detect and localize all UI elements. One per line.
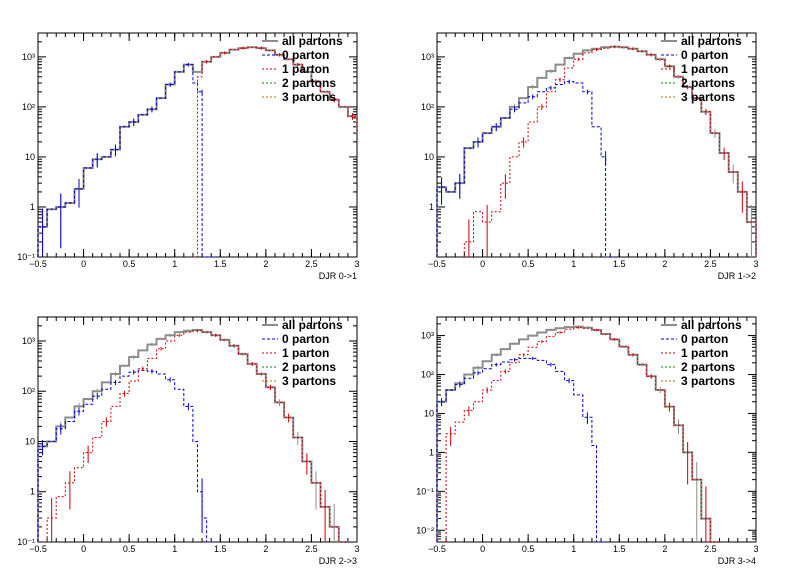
- y-tick-label: 10⁻¹: [416, 486, 434, 496]
- x-tick-label: 0: [480, 259, 485, 269]
- x-tick-label: −0.5: [428, 259, 446, 269]
- y-tick-label: 10⁻²: [416, 525, 434, 535]
- x-axis-label: DJR 3->4: [718, 556, 756, 566]
- panel-4: −0.5 0 0.5 1 1.5 2 2.5 3 10⁻² 10⁻¹ 1 10 10² 10³ DJR 3-…: [416, 316, 759, 566]
- y-tick-label: 10³: [421, 331, 434, 341]
- series-1-parton: [463, 46, 757, 257]
- legend-entry: all partons: [282, 318, 343, 332]
- x-tick-label: 3: [753, 259, 758, 269]
- legend-entry: 0 parton: [681, 332, 728, 346]
- x-tick-label: 1.5: [214, 544, 227, 554]
- y-tick-label: 10²: [22, 386, 35, 396]
- series-0-parton: [436, 357, 606, 543]
- y-tick-label: 10⁻¹: [17, 537, 35, 547]
- x-axis-label: DJR 2->3: [319, 556, 357, 566]
- legend-entry: 3 partons: [282, 374, 336, 388]
- legend-entry: 3 partons: [681, 374, 735, 388]
- x-tick-label: −0.5: [29, 259, 47, 269]
- plot-frame: [37, 316, 358, 543]
- x-tick-label: 3: [753, 544, 758, 554]
- y-tick-label: 10²: [22, 102, 35, 112]
- legend-entry: 3 partons: [681, 90, 735, 104]
- x-tick-label: 3: [354, 259, 359, 269]
- x-tick-label: 2: [662, 544, 667, 554]
- series-0-parton: [37, 369, 216, 543]
- x-tick-label: 1: [172, 259, 177, 269]
- x-axis-label: DJR 1->2: [718, 271, 756, 281]
- panel-1: −0.5 0 0.5 1 1.5 2 2.5 3 10⁻¹ 1 10 10² 10³ DJR 0->1 al…: [17, 32, 360, 281]
- series-1-parton: [192, 46, 358, 258]
- legend-entry: 2 partons: [282, 76, 336, 90]
- plot-frame: [436, 32, 757, 258]
- legend-entry: 1 parton: [282, 346, 329, 360]
- y-tick-label: 10³: [22, 336, 35, 346]
- x-tick-label: 1.5: [613, 544, 626, 554]
- x-tick-label: 1: [571, 259, 576, 269]
- legend-entry: 1 parton: [681, 346, 728, 360]
- legend-entry: 2 partons: [681, 360, 735, 374]
- x-tick-label: 0: [81, 544, 86, 554]
- x-axis-label: DJR 0->1: [319, 271, 357, 281]
- y-tick-label: 10²: [421, 370, 434, 380]
- x-tick-label: 2.5: [704, 259, 717, 269]
- x-tick-label: 1: [571, 544, 576, 554]
- x-tick-label: 2.5: [305, 259, 318, 269]
- series-0-parton: [37, 64, 216, 258]
- series-all-partons: [436, 325, 720, 543]
- panel-3: −0.5 0 0.5 1 1.5 2 2.5 3 10⁻¹ 1 10 10² 10³ DJR 2->3 al…: [17, 316, 360, 566]
- x-tick-label: 3: [354, 544, 359, 554]
- x-tick-label: −0.5: [29, 544, 47, 554]
- legend-entry: 0 parton: [282, 332, 329, 346]
- y-tick-label: 10³: [421, 52, 434, 62]
- y-tick-label: 10: [424, 408, 434, 418]
- legend-entry: 3 partons: [282, 90, 336, 104]
- legend-entry: 0 parton: [282, 48, 329, 62]
- x-tick-label: 2.5: [305, 544, 318, 554]
- x-tick-label: 0.5: [123, 259, 136, 269]
- y-tick-label: 1: [429, 447, 434, 457]
- x-tick-label: 0.5: [522, 544, 535, 554]
- series-1-parton: [445, 327, 720, 543]
- y-tick-label: 1: [429, 202, 434, 212]
- x-tick-label: 0.5: [123, 544, 136, 554]
- y-tick-label: 10: [25, 152, 35, 162]
- x-tick-label: −0.5: [428, 544, 446, 554]
- y-tick-label: 1: [30, 202, 35, 212]
- y-tick-label: 1: [30, 487, 35, 497]
- x-tick-label: 2: [263, 259, 268, 269]
- series-1-parton: [46, 330, 348, 543]
- y-tick-label: 10: [424, 152, 434, 162]
- x-tick-label: 0.5: [522, 259, 535, 269]
- y-tick-label: 10⁻¹: [17, 252, 35, 262]
- x-tick-label: 1.5: [613, 259, 626, 269]
- legend-entry: 1 parton: [681, 62, 728, 76]
- x-tick-label: 0: [480, 544, 485, 554]
- y-tick-label: 10³: [22, 52, 35, 62]
- legend-entry: all partons: [681, 318, 742, 332]
- panel-2: −0.5 0 0.5 1 1.5 2 2.5 3 1 10 10² 10³ DJR 1->2 all pa…: [421, 32, 759, 281]
- legend-entry: 2 partons: [282, 360, 336, 374]
- legend-entry: 2 partons: [681, 76, 735, 90]
- x-tick-label: 2: [662, 259, 667, 269]
- legend-entry: 0 parton: [681, 48, 728, 62]
- x-tick-label: 1.5: [214, 259, 227, 269]
- legend-entry: all partons: [681, 34, 742, 48]
- legend-entry: 1 parton: [282, 62, 329, 76]
- x-tick-label: 1: [172, 544, 177, 554]
- legend-entry: all partons: [282, 34, 343, 48]
- x-tick-label: 0: [81, 259, 86, 269]
- y-tick-label: 10²: [421, 102, 434, 112]
- x-tick-label: 2: [263, 544, 268, 554]
- y-tick-label: 10: [25, 436, 35, 446]
- x-tick-label: 2.5: [704, 544, 717, 554]
